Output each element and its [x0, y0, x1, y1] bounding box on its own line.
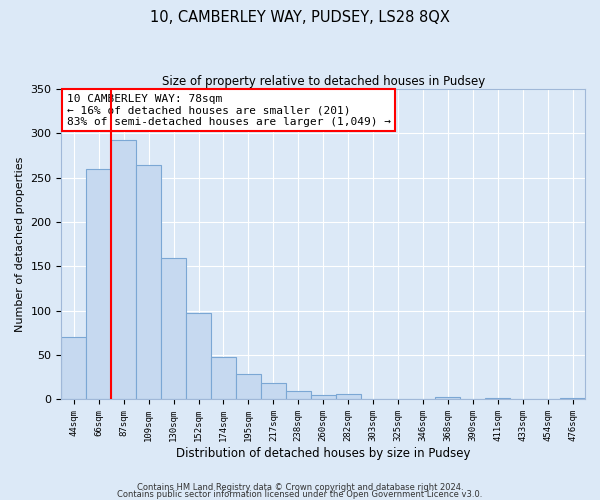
Bar: [86, 169, 111, 400]
Bar: [136, 164, 161, 400]
Bar: [286, 390, 311, 400]
Bar: [186, 314, 211, 400]
Bar: [485, 398, 510, 400]
Text: Contains HM Land Registry data © Crown copyright and database right 2024.: Contains HM Land Registry data © Crown c…: [137, 484, 463, 492]
Bar: [111, 140, 136, 400]
Text: 10, CAMBERLEY WAY, PUDSEY, LS28 8QX: 10, CAMBERLEY WAY, PUDSEY, LS28 8QX: [150, 10, 450, 25]
Bar: [61, 338, 86, 400]
Title: Size of property relative to detached houses in Pudsey: Size of property relative to detached ho…: [161, 75, 485, 88]
Bar: [436, 397, 460, 400]
Bar: [161, 258, 186, 400]
Y-axis label: Number of detached properties: Number of detached properties: [15, 156, 25, 332]
Bar: [335, 394, 361, 400]
Text: Contains public sector information licensed under the Open Government Licence v3: Contains public sector information licen…: [118, 490, 482, 499]
Bar: [261, 382, 286, 400]
Text: 10 CAMBERLEY WAY: 78sqm
← 16% of detached houses are smaller (201)
83% of semi-d: 10 CAMBERLEY WAY: 78sqm ← 16% of detache…: [67, 94, 391, 127]
X-axis label: Distribution of detached houses by size in Pudsey: Distribution of detached houses by size …: [176, 447, 470, 460]
Bar: [311, 395, 335, 400]
Bar: [236, 374, 261, 400]
Bar: [560, 398, 585, 400]
Bar: [211, 357, 236, 400]
